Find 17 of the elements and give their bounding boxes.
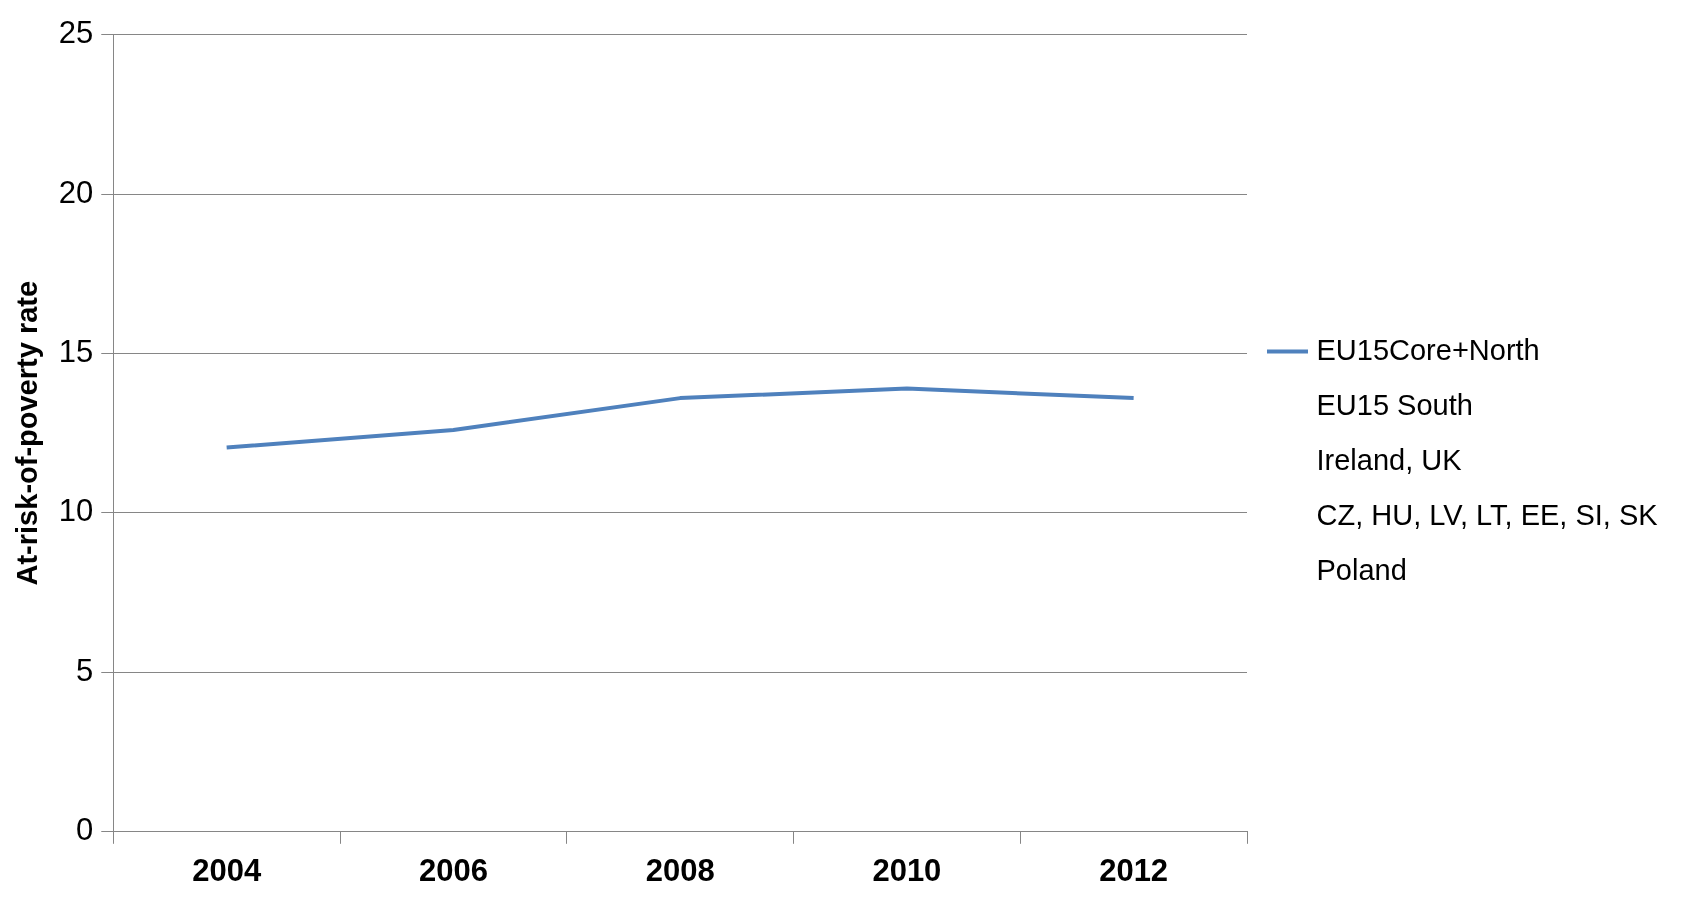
text: EU15 South	[1316, 388, 1473, 421]
y-tick-label: 0	[76, 812, 94, 848]
legend-label: EU15Core+North	[1316, 333, 1540, 366]
y-tick-label: 20	[58, 174, 94, 210]
y-tick-label: 15	[58, 334, 94, 370]
x-tick-label: 2012	[1099, 852, 1169, 888]
x-tick-label: 2008	[645, 852, 715, 888]
x-tick-label: 2004	[192, 852, 262, 888]
y-axis-title: At-risk-of-poverty rate	[11, 280, 44, 586]
text: Poland	[1316, 553, 1407, 586]
y-tick-label: 25	[58, 15, 94, 51]
y-tick-label: 10	[58, 493, 94, 529]
y-tick-label: 5	[76, 652, 94, 688]
text: CZ, HU, LV, LT, EE, SI, SK	[1316, 498, 1659, 531]
x-tick-label: 2010	[872, 852, 942, 888]
x-tick-label: 2006	[418, 852, 488, 888]
text: Ireland, UK	[1316, 443, 1463, 476]
